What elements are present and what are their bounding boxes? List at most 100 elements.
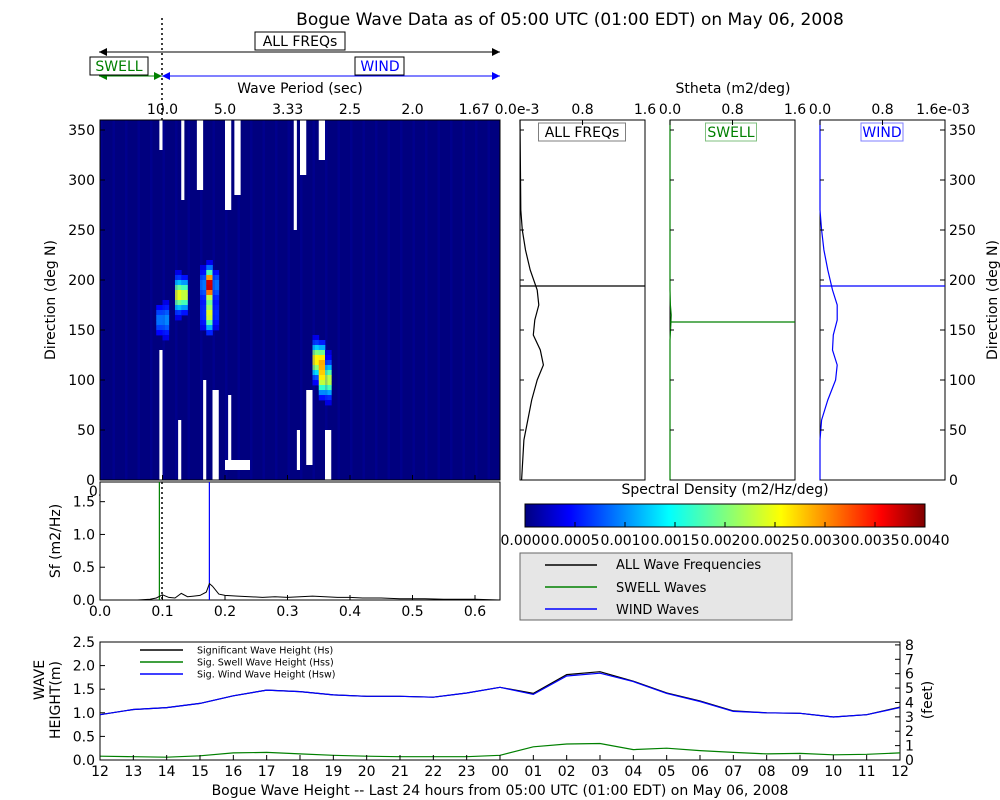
spectrogram-stripe bbox=[162, 120, 165, 480]
wave-height-right-tick-label: 8 bbox=[905, 638, 914, 654]
spectrogram-cell bbox=[206, 265, 213, 271]
spectrogram-stripe bbox=[275, 120, 278, 480]
spectrogram-cell bbox=[318, 380, 326, 386]
wave-height-x-tick-label: 06 bbox=[691, 764, 709, 780]
spectrogram-stripe bbox=[212, 120, 215, 480]
freq-x-tick-label: 0.4 bbox=[339, 604, 361, 620]
spectrogram-stripe bbox=[400, 120, 403, 480]
spectrogram-stripe bbox=[262, 120, 265, 480]
stheta-all-x-tick-label: 0.8 bbox=[571, 102, 593, 118]
spectrogram-cell bbox=[325, 355, 332, 361]
spectrogram-stripe bbox=[375, 120, 378, 480]
spectrogram-cell bbox=[318, 355, 326, 361]
spectrogram-cell bbox=[206, 300, 213, 306]
spectrogram-cell bbox=[175, 315, 182, 321]
page-title: Bogue Wave Data as of 05:00 UTC (01:00 E… bbox=[296, 10, 844, 30]
spectrogram-gap bbox=[196, 120, 204, 190]
spectrogram-stripe bbox=[387, 120, 390, 480]
spectrogram-cell bbox=[212, 280, 220, 286]
spectrogram-stripe bbox=[100, 120, 103, 480]
stheta-right-tick-label: 200 bbox=[949, 273, 976, 289]
colorbar-tick-label: 0.0035 bbox=[851, 533, 900, 549]
wave-height-x-tick-label: 12 bbox=[891, 764, 909, 780]
spectrogram-stripe bbox=[312, 120, 315, 480]
spectrogram-cell bbox=[162, 325, 170, 331]
legend-all-label: ALL Wave Frequencies bbox=[616, 558, 761, 573]
spectrogram-stripe bbox=[175, 120, 178, 480]
stheta-wind-x-tick-label: 1.6e-03 bbox=[916, 102, 970, 118]
spectrogram-cell bbox=[318, 370, 326, 376]
spectrogram-cell bbox=[200, 310, 207, 316]
stheta-right-y-label: Direction (deg N) bbox=[985, 240, 1000, 360]
stheta-right-tick-label: 350 bbox=[949, 123, 976, 139]
spectrogram-cell bbox=[162, 315, 170, 321]
spectrogram-cell bbox=[175, 295, 182, 301]
spectrogram-cell bbox=[312, 360, 320, 366]
spectrogram-gap bbox=[296, 430, 300, 470]
band-indicators: ALL FREQs SWELL WIND Wave Period (sec) 1… bbox=[89, 18, 500, 480]
spectrogram-cell bbox=[325, 390, 332, 396]
spectrogram-cell bbox=[318, 350, 326, 356]
stheta-right-tick-label: 50 bbox=[949, 423, 967, 439]
freq-x-tick-label: 0.6 bbox=[464, 604, 486, 620]
spectrogram-cell bbox=[312, 335, 320, 341]
spectrogram-y-tick-label: 350 bbox=[68, 123, 95, 139]
swell-band-label: SWELL bbox=[95, 59, 142, 75]
period-tick-label: 3.33 bbox=[272, 102, 303, 118]
freq-x-tick-label: 0.1 bbox=[151, 604, 173, 620]
spectrogram-cell bbox=[175, 285, 182, 291]
spectrogram-stripe bbox=[437, 120, 440, 480]
spectrogram-cell bbox=[312, 355, 320, 361]
spectrogram-cell bbox=[175, 280, 182, 286]
spectrogram-cell bbox=[206, 320, 213, 326]
spectrogram-cell bbox=[200, 315, 207, 321]
spectrogram-cell bbox=[181, 300, 188, 306]
period-tick-label: 5.0 bbox=[214, 102, 236, 118]
wave-height-y-tick-label: 0.5 bbox=[73, 729, 95, 745]
spectrogram-cell bbox=[312, 375, 320, 381]
stheta-wind-profile bbox=[819, 120, 838, 480]
spectrogram-cell bbox=[175, 270, 182, 276]
wave-height-y-tick-label: 2.0 bbox=[73, 659, 95, 675]
legend-wind-label: WIND Waves bbox=[616, 603, 699, 618]
wave-height-right-tick-label: 0 bbox=[905, 753, 914, 769]
stheta-swell-label: SWELL bbox=[707, 125, 754, 141]
spectrogram-cell bbox=[162, 330, 170, 336]
stheta-label: Stheta (m2/deg) bbox=[676, 81, 791, 97]
spectrogram-gap bbox=[178, 420, 182, 480]
spectrogram-cell bbox=[200, 265, 207, 271]
stheta-wind-frame bbox=[819, 119, 946, 481]
spectrogram-gap bbox=[228, 395, 232, 470]
freq-y-tick-label: 0.0 bbox=[73, 593, 95, 609]
spectrogram-cell bbox=[206, 285, 213, 291]
spectrogram-gap bbox=[318, 120, 325, 160]
wave-height-right-tick-label: 6 bbox=[905, 667, 914, 683]
spectrogram-cell bbox=[312, 365, 320, 371]
spectrogram-stripe bbox=[237, 120, 240, 480]
stheta-swell-profile bbox=[669, 120, 672, 480]
spectrogram-cell bbox=[318, 345, 326, 351]
spectrogram-gap bbox=[203, 380, 207, 480]
spectrogram-stripe bbox=[350, 120, 353, 480]
spectrogram-cell bbox=[312, 370, 320, 376]
stheta-all-frame bbox=[519, 119, 646, 481]
wave-height-legend-label: Significant Wave Height (Hs) bbox=[197, 646, 333, 657]
spectrogram-stripe bbox=[462, 120, 465, 480]
spectrogram-cell bbox=[181, 305, 188, 311]
colorbar-tick-label: 0.0010 bbox=[601, 533, 650, 549]
spectrogram-cell bbox=[325, 400, 332, 406]
spectrogram-stripe bbox=[137, 120, 140, 480]
spectrogram-cell bbox=[156, 320, 163, 326]
spectrogram-cell bbox=[212, 285, 220, 291]
wave-height-x-tick-label: 08 bbox=[758, 764, 776, 780]
spectrogram-cell bbox=[318, 390, 326, 396]
colorbar-ticks: 0.0000 0.0005 0.0010 0.0015 0.0020 0.0025 0.00… bbox=[501, 522, 950, 549]
spectrogram-stripe bbox=[412, 120, 415, 480]
stheta-panels: ALL FREQs 0.0e-3 0.8 1.6 SWELL 0.0 0.8 1.6 WIND 0… bbox=[495, 102, 1000, 489]
spectrogram-cell bbox=[156, 330, 163, 336]
wave-height-legend-label: Sig. Swell Wave Height (Hss) bbox=[197, 658, 334, 669]
stheta-wind-x-tick-label: 0.8 bbox=[871, 102, 893, 118]
spectrogram-cell bbox=[200, 325, 207, 331]
wave-height-y-tick-label: 2.5 bbox=[73, 635, 95, 651]
